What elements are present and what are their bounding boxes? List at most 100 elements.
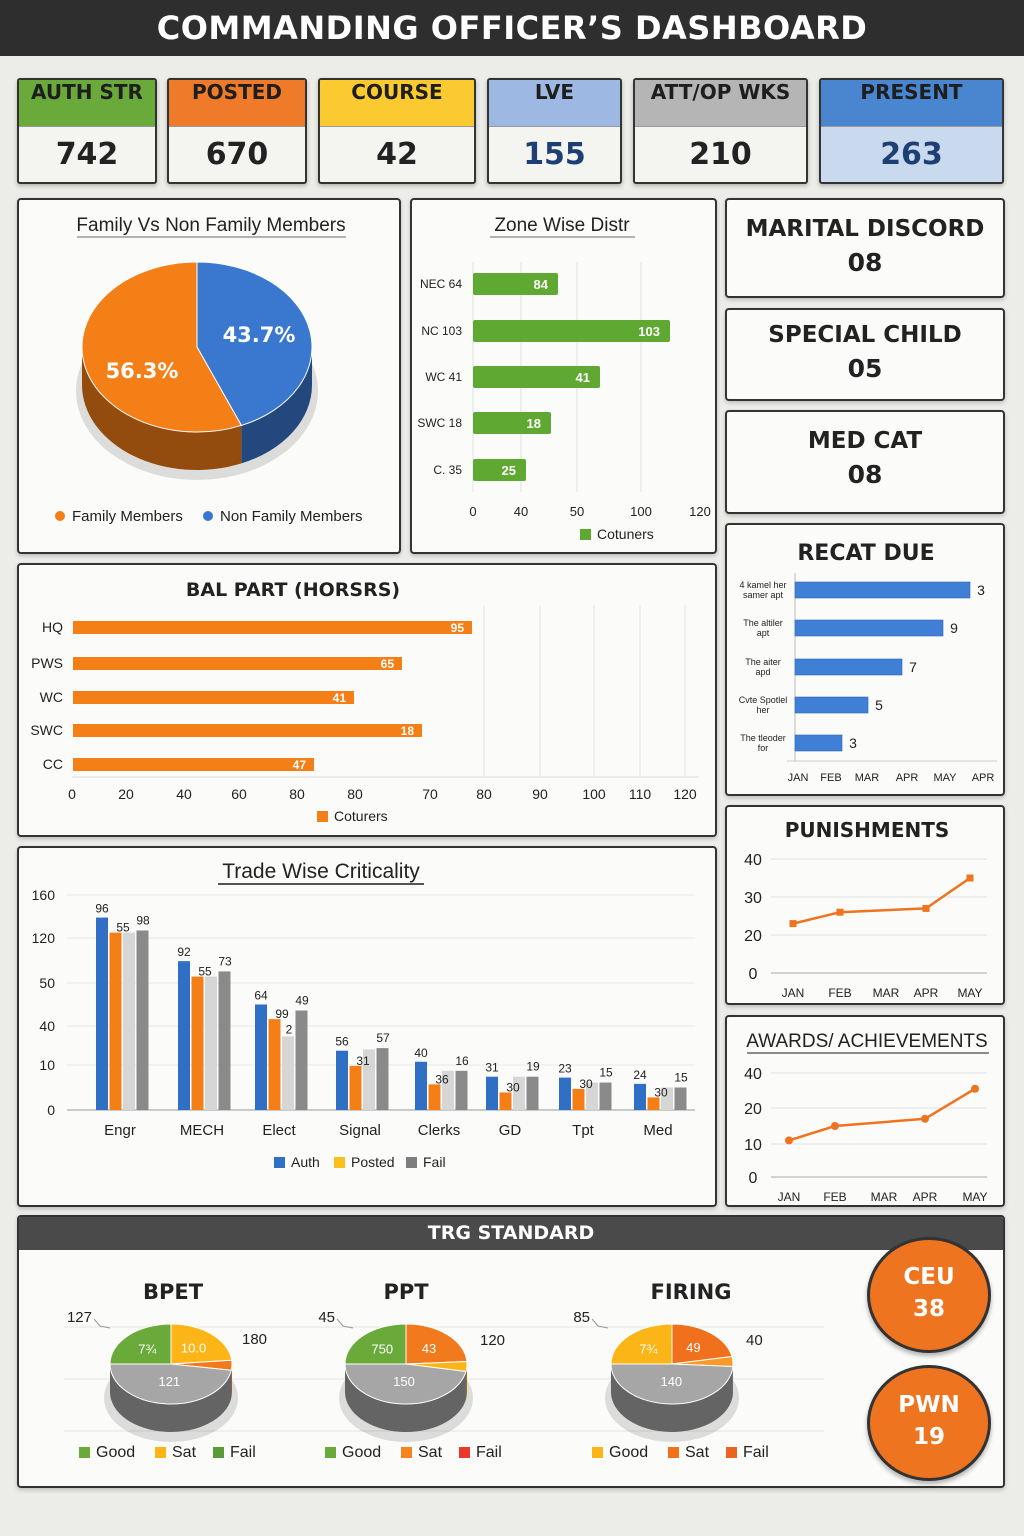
x-tick-label: FEB	[823, 1190, 846, 1204]
chart-title: AWARDS/ ACHIEVEMENTS	[746, 1031, 987, 1052]
y-tick-label: 120	[32, 930, 56, 946]
legend-swatch	[203, 511, 213, 521]
legend-label: Cotuners	[597, 526, 654, 542]
med-cat-card[interactable]: MED CAT 08	[725, 410, 1005, 514]
pie-slice-side	[82, 347, 242, 470]
pie-slice-side	[465, 1364, 467, 1400]
bal-part-panel: BAL PART (HORSRS) 0 20 40 60 80 80 70 80 90 100 110…	[17, 563, 717, 837]
bar-value-label: 41	[333, 691, 347, 705]
bar-value-label: 15	[674, 1071, 688, 1085]
category-label: WC 41	[425, 370, 462, 384]
x-tick-label: MAR	[873, 986, 900, 1000]
pwn-value: 19	[912, 1424, 945, 1450]
legend-label: Sat	[685, 1444, 710, 1461]
category-line: The aiter	[745, 657, 781, 667]
pwn-badge[interactable]: PWN 19	[867, 1365, 991, 1481]
bar	[295, 1010, 308, 1110]
data-point	[966, 874, 974, 882]
bar	[499, 1092, 512, 1110]
bar	[428, 1084, 441, 1110]
kpi-auth-str[interactable]: AUTH STR 742	[17, 78, 157, 184]
x-tick-label: 20	[118, 786, 134, 802]
category-label: Med	[643, 1122, 672, 1139]
pie-slice	[405, 1323, 468, 1365]
trg-pie	[339, 1323, 473, 1442]
category-label: NEC 64	[420, 277, 462, 291]
x-tick-label: MAY	[957, 986, 982, 1000]
category-label: The altiler apt	[743, 618, 783, 638]
legend-swatch	[406, 1157, 417, 1168]
y-tick-label: 10	[744, 1137, 762, 1154]
kpi-value: 42	[376, 137, 418, 172]
punishments-panel: PUNISHMENTS 0 20 30 40 JAN FEB MAR APR MAY	[725, 805, 1005, 1005]
bar-value-label: 23	[558, 1062, 572, 1076]
pie-slice-label: 7¾	[639, 1341, 657, 1356]
bar	[415, 1061, 427, 1110]
bar	[73, 724, 422, 737]
legend-swatch	[155, 1447, 166, 1458]
category-line: her	[756, 705, 769, 715]
data-point	[831, 1122, 839, 1130]
x-tick-label: 50	[570, 504, 584, 519]
bar	[572, 1088, 585, 1110]
category-label: Cvte Spotlel her	[739, 695, 788, 715]
x-tick-label: 100	[630, 504, 652, 519]
legend-label: Sat	[172, 1444, 197, 1461]
category-line: Cvte Spotlel	[739, 695, 788, 705]
x-tick-label: MAY	[933, 772, 957, 784]
dashboard-title: COMMANDING OFFICER’S DASHBOARD	[0, 0, 1024, 56]
bar	[136, 930, 149, 1110]
bar-value-label: 15	[599, 1066, 613, 1080]
kpi-value: 263	[880, 137, 943, 172]
marital-discord-card[interactable]: MARITAL DISCORD 08	[725, 198, 1005, 298]
bar	[486, 1076, 498, 1110]
pie-title: FIRING	[651, 1280, 732, 1304]
category-label: PWS	[31, 655, 63, 671]
y-tick-label: 20	[744, 928, 762, 945]
bar	[794, 696, 869, 714]
bar-value-label: 31	[356, 1054, 370, 1068]
x-tick-label: 110	[629, 786, 652, 802]
bar-value-label: 73	[218, 954, 232, 968]
kpi-present[interactable]: PRESENT 263	[819, 78, 1004, 184]
legend-swatch	[274, 1157, 285, 1168]
pie-slice	[109, 1323, 172, 1365]
kpi-course[interactable]: COURSE 42	[318, 78, 476, 184]
trade-criticality-panel: Trade Wise Criticality 0 10 40 50 120 160 Engr 9…	[17, 846, 717, 1207]
series-line	[792, 876, 971, 925]
legend-swatch	[668, 1447, 679, 1458]
category-label: NC 103	[421, 324, 462, 338]
bar-value-label: 56	[335, 1035, 349, 1049]
x-tick-label: 0	[469, 504, 476, 519]
trg-standard-panel: TRG STANDARD BPET 7¾ 10.0 121 127 180 Good Sat F…	[17, 1215, 1005, 1488]
category-label: MECH	[180, 1122, 224, 1139]
x-tick-label: MAR	[855, 772, 880, 784]
trg-pie	[104, 1323, 238, 1442]
legend-label: Non Family Members	[220, 508, 363, 525]
bar-value-label: 19	[526, 1060, 540, 1074]
special-child-card[interactable]: SPECIAL CHILD 05	[725, 308, 1005, 401]
bar	[442, 1070, 454, 1110]
kpi-label: AUTH STR	[19, 80, 155, 127]
pie-title: BPET	[143, 1280, 204, 1304]
chart-title: RECAT DUE	[797, 541, 934, 566]
bar-value-label: 103	[638, 324, 660, 339]
bar	[376, 1048, 389, 1110]
stat-label: SPECIAL CHILD	[768, 322, 962, 348]
bar	[559, 1077, 571, 1110]
pie-slice-label: 140	[660, 1374, 682, 1389]
kpi-lve[interactable]: LVE 155	[487, 78, 622, 184]
bar-value-label: 3	[977, 582, 985, 598]
chart-title: Family Vs Non Family Members	[76, 215, 345, 236]
stat-value: 08	[847, 248, 883, 277]
kpi-att-op-wks[interactable]: ATT/OP WKS 210	[633, 78, 808, 184]
bar	[674, 1087, 687, 1110]
ceu-badge[interactable]: CEU 38	[867, 1237, 991, 1353]
bar-value-label: 40	[414, 1046, 428, 1060]
bar	[599, 1082, 612, 1110]
kpi-posted[interactable]: POSTED 670	[167, 78, 307, 184]
category-label: Elect	[262, 1122, 296, 1139]
pwn-label: PWN	[898, 1392, 960, 1418]
x-tick-label: 40	[176, 786, 192, 802]
bar	[586, 1082, 598, 1110]
